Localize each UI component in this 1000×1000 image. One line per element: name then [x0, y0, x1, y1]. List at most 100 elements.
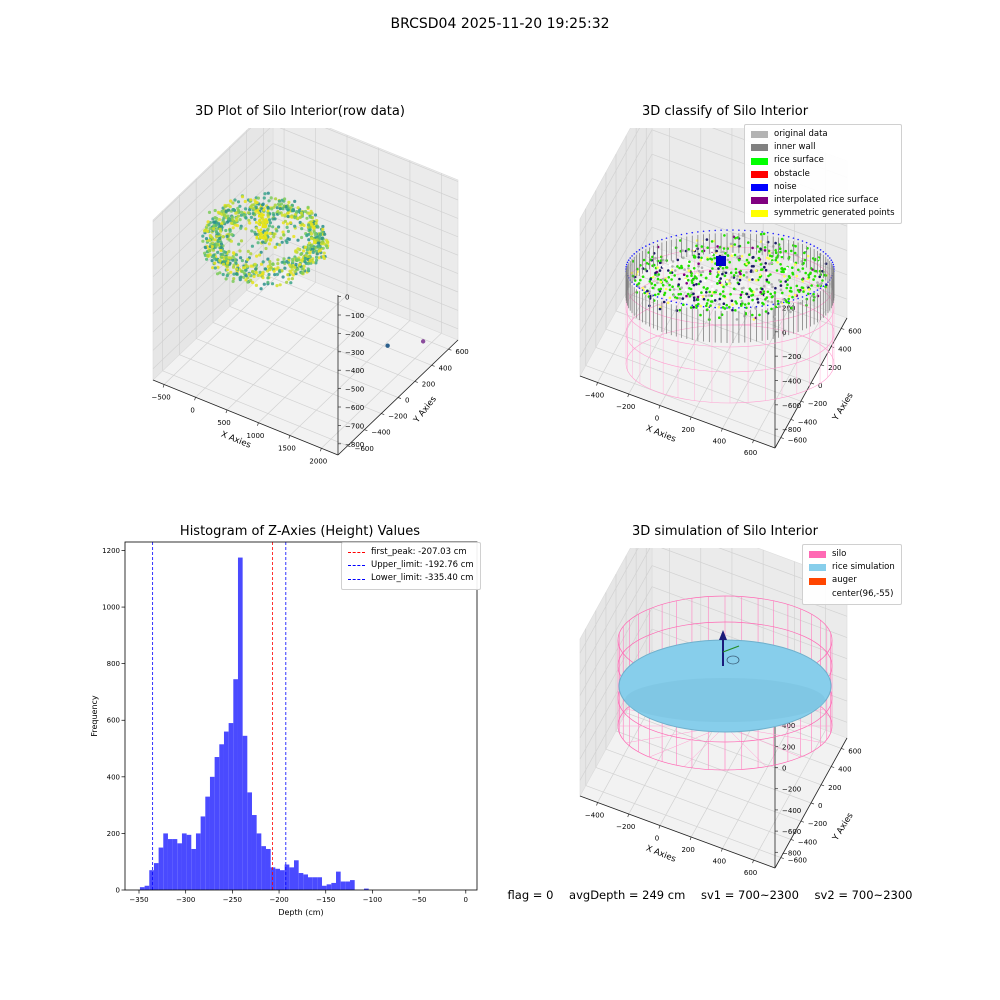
raw-data-point	[308, 225, 312, 229]
raw-data-point	[321, 227, 325, 231]
cls-surface-point	[688, 287, 691, 290]
sim-legend-item: center(96,-55)	[809, 588, 895, 601]
raw-data-point	[205, 229, 210, 233]
cls-legend-item-swatch	[751, 197, 768, 205]
cls-surface-point	[759, 290, 762, 294]
hist-x-tick-label: −150	[316, 896, 335, 904]
raw-data-point	[244, 263, 248, 267]
raw-data-point	[254, 267, 258, 271]
raw-x-tick	[320, 448, 322, 452]
hist-y-tick-label: 200	[107, 830, 120, 838]
sim-grid	[585, 785, 781, 858]
hist-bar	[139, 887, 145, 890]
cls-surface-point	[705, 304, 708, 308]
raw-data-point	[287, 200, 291, 204]
raw-data-point	[280, 240, 284, 244]
cls-noise-point	[714, 306, 716, 309]
raw-data-point	[266, 257, 270, 261]
raw-data-point	[294, 257, 298, 261]
cls-surface-point	[775, 269, 779, 272]
raw-data-point	[221, 235, 225, 239]
cls-surface-point	[758, 313, 761, 317]
cls-legend-item-swatch	[751, 183, 768, 191]
cls-surface-point	[671, 260, 675, 263]
cls-surface-point	[710, 248, 713, 252]
cls-surface-point	[693, 247, 696, 251]
raw-data-point	[268, 260, 272, 264]
sim-z-tick-label: −600	[782, 828, 801, 836]
cls-surface-point	[668, 268, 672, 271]
cls-surface-point	[785, 266, 789, 270]
raw-data-point	[260, 272, 265, 276]
hist-bar	[149, 870, 154, 890]
cls-surface-point	[766, 290, 770, 294]
cls-surface-point	[807, 273, 810, 277]
cls-legend-item-label: rice surface	[774, 155, 824, 166]
raw-data-point	[286, 211, 290, 215]
raw-data-point	[317, 256, 321, 260]
cls-surface-point	[678, 266, 681, 270]
cls-noise-point	[832, 263, 835, 266]
hist-bar	[228, 723, 234, 890]
cls-surface-point	[710, 294, 713, 298]
cls-surface-point	[740, 300, 744, 303]
hist-bar	[214, 757, 220, 890]
raw-data-point	[261, 240, 265, 244]
cls-surface-point	[722, 302, 726, 305]
raw-data-point	[232, 263, 236, 267]
cls-surface-point	[711, 267, 714, 270]
cls-surface-point	[656, 277, 660, 281]
raw-data-point	[272, 269, 276, 273]
raw-data-point	[276, 262, 280, 266]
cls-noise-point	[675, 301, 678, 304]
sim-y-tick-label: −400	[798, 838, 817, 846]
cls-noise-point	[766, 231, 769, 234]
hist-bar	[247, 792, 252, 890]
cls-surface-point	[654, 271, 657, 275]
cls-surface-point	[666, 281, 669, 285]
hist-bar	[312, 877, 318, 890]
sim-y-tick	[790, 839, 794, 841]
cls-surface-point	[794, 244, 797, 248]
raw-data-point	[251, 280, 255, 285]
raw-data-point	[311, 225, 315, 229]
raw-data-point	[273, 273, 277, 277]
raw-data-point	[212, 253, 216, 257]
raw-data-point	[278, 283, 282, 287]
cls-surface-point	[728, 305, 731, 309]
raw-data-point	[314, 261, 318, 265]
hist-legend-item-swatch	[348, 578, 365, 580]
cls-x-tick	[658, 405, 661, 409]
raw-data-point	[228, 256, 232, 260]
cls-surface-point	[795, 284, 799, 288]
raw-data-point	[267, 272, 271, 277]
raw-data-point	[214, 223, 219, 227]
raw-data-point	[236, 214, 240, 218]
raw-data-point	[216, 232, 220, 236]
raw-y-tick-label: 400	[439, 364, 452, 372]
raw-grid	[196, 338, 382, 414]
raw-data-point	[308, 215, 313, 219]
cls-surface-point	[774, 241, 777, 245]
cls-surface-point	[685, 274, 689, 278]
sim-z-tick-label: −200	[782, 786, 801, 794]
raw-data-point	[248, 221, 252, 225]
raw-data-point	[233, 198, 237, 202]
cls-surface-point	[732, 287, 736, 291]
cls-noise-point	[787, 236, 790, 238]
hist-bar	[177, 843, 182, 890]
cls-surface-point	[770, 300, 774, 304]
cls-surface-point	[748, 287, 752, 291]
hist-legend-item-label: first_peak: -207.03 cm	[371, 547, 467, 557]
hist-bars	[139, 557, 369, 890]
cls-surface-point	[697, 282, 701, 286]
raw-data-point	[306, 262, 310, 266]
hist-x-axis-label: Depth (cm)	[278, 908, 323, 917]
raw-data-point	[313, 233, 317, 237]
sim-legend-item: rice simulation	[809, 561, 895, 574]
cls-noise-point	[732, 307, 734, 309]
cls-surface-point	[696, 295, 700, 299]
raw-data-point	[307, 232, 311, 236]
cls-surface-point	[697, 291, 701, 294]
